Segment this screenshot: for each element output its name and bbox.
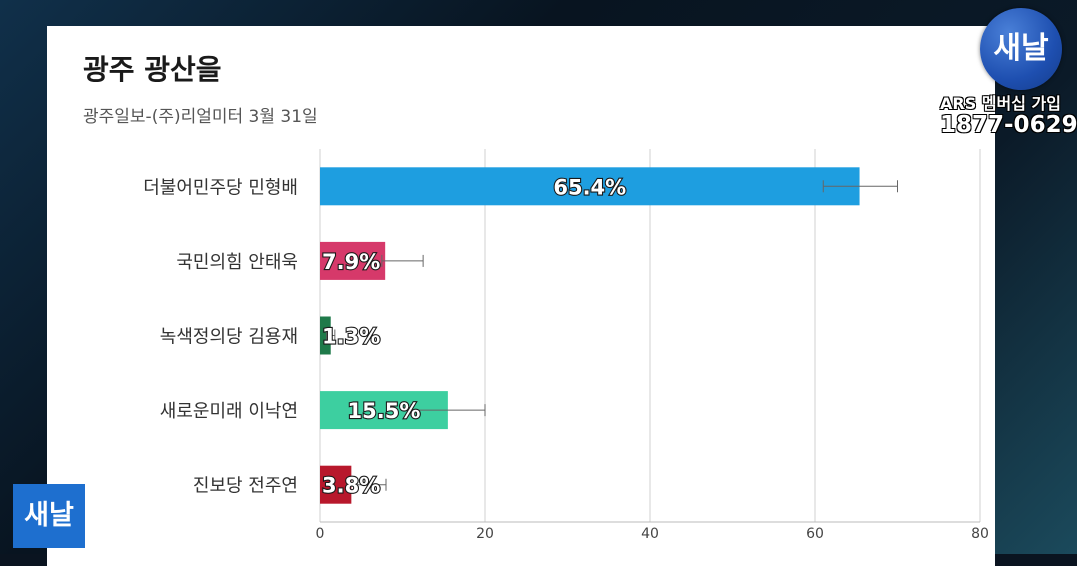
ars-membership-text: ARS 멤버십 가입 bbox=[940, 94, 1061, 113]
bar bbox=[320, 316, 331, 355]
chart-card: 광주 광산을 광주일보-(주)리얼미터 3월 31일 0 20 40 60 80 더불어민… bbox=[47, 26, 995, 566]
bar bbox=[320, 241, 386, 280]
x-tick-label: 0 bbox=[316, 526, 325, 542]
saenal-logo-icon: 새날 bbox=[980, 8, 1062, 90]
category-label: 녹색정의당 김용재 bbox=[160, 327, 298, 348]
data-label: 7.9% bbox=[322, 250, 380, 274]
data-label: 1.3% bbox=[322, 325, 380, 349]
x-tick-label: 40 bbox=[641, 526, 659, 542]
saenal-bottom-logo-icon: 새날 bbox=[13, 484, 85, 548]
bar-chart: 0 20 40 60 80 더불어민주당 민형배 65.4% 국민의힘 안태욱 7.9% 녹색정의… bbox=[143, 149, 989, 542]
category-label: 진보당 전주연 bbox=[193, 476, 298, 497]
category-label: 새로운미래 이낙연 bbox=[160, 401, 298, 422]
x-tick-label: 80 bbox=[971, 526, 989, 542]
data-label: 3.8% bbox=[322, 474, 380, 498]
chart-subtitle: 광주일보-(주)리얼미터 3월 31일 bbox=[83, 107, 318, 127]
bar bbox=[320, 167, 860, 206]
ars-phone-number: 1877-0629 bbox=[940, 112, 1077, 138]
data-label: 15.5% bbox=[348, 399, 421, 423]
category-label: 더불어민주당 민형배 bbox=[143, 177, 298, 198]
data-label: 65.4% bbox=[553, 175, 626, 199]
chart-title: 광주 광산을 bbox=[83, 53, 222, 86]
x-tick-label: 20 bbox=[476, 526, 494, 542]
category-label: 국민의힘 안태욱 bbox=[176, 252, 298, 273]
x-tick-label: 60 bbox=[806, 526, 824, 542]
